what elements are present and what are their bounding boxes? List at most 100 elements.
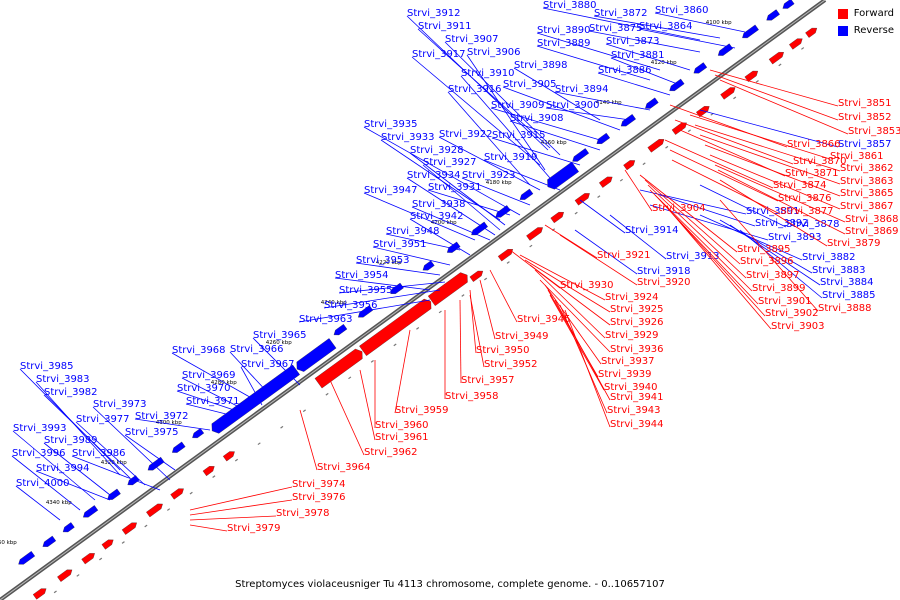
reverse-gene-label-leader <box>334 277 431 291</box>
reverse-gene-label: Strvi_3873 <box>606 36 660 47</box>
reverse-gene-label-leader <box>417 28 551 149</box>
reverse-gene-label: Strvi_3973 <box>93 399 147 410</box>
reverse-gene-label: Strvi_3900 <box>546 100 600 111</box>
forward-gene-label-leader <box>624 169 653 212</box>
forward-gene-label: Strvi_3862 <box>840 163 894 174</box>
forward-gene-label: Strvi_3870 <box>793 156 847 167</box>
reverse-gene-label: Strvi_3878 <box>786 219 840 230</box>
reverse-gene-label: Strvi_3971 <box>186 396 240 407</box>
reverse-gene-label-leader <box>43 394 131 479</box>
track-mark <box>370 359 374 363</box>
reverse-gene-label: Strvi_3892 <box>755 218 809 229</box>
forward-gene-label: Strvi_3876 <box>778 193 832 204</box>
forward-gene-label: Strvi_3943 <box>607 405 661 416</box>
track-mark <box>574 211 578 215</box>
reverse-gene-label: Strvi_3905 <box>503 79 557 90</box>
forward-gene-label: Strvi_3888 <box>818 303 872 314</box>
forward-gene-label-leader <box>549 294 605 391</box>
reverse-gene-label: Strvi_3922 <box>439 129 493 140</box>
forward-gene-label-leader <box>699 134 841 185</box>
reverse-gene-label: Strvi_3928 <box>410 145 464 156</box>
reverse-gene-label-leader <box>298 299 431 323</box>
reverse-gene-label: Strvi_3934 <box>407 170 461 181</box>
reverse-gene-label-leader <box>422 164 501 231</box>
reverse-gene-label: Strvi_3883 <box>812 265 866 276</box>
reverse-gene-arrow <box>742 24 759 39</box>
reverse-gene-label-leader <box>176 390 241 413</box>
forward-gene-label-leader <box>539 279 611 353</box>
forward-gene-arrow <box>101 539 114 550</box>
reverse-gene-label-leader <box>363 126 521 216</box>
reverse-gene-label-leader <box>11 455 81 511</box>
reverse-gene-label: Strvi_3968 <box>172 345 226 356</box>
reverse-gene-label: Strvi_3977 <box>76 414 130 425</box>
reverse-gene-label-leader <box>43 442 111 496</box>
reverse-gene-label: Strvi_3872 <box>594 8 648 19</box>
reverse-gene-label: Strvi_3965 <box>253 330 307 341</box>
reverse-gene-label: Strvi_3970 <box>177 383 231 394</box>
forward-gene-arrow <box>57 569 73 582</box>
forward-gene-label-leader <box>299 409 318 471</box>
forward-gene-arrow <box>32 588 47 600</box>
reverse-gene-label-leader <box>427 189 511 216</box>
reverse-gene-label-leader <box>597 72 671 96</box>
forward-gene-label-leader <box>639 174 738 253</box>
reverse-gene-arrow <box>782 0 795 9</box>
reverse-gene-label: Strvi_3860 <box>655 5 709 16</box>
reverse-gene-label: Strvi_3933 <box>381 132 435 143</box>
track-mark <box>234 458 239 462</box>
reverse-gene-label: Strvi_3910 <box>461 68 515 79</box>
reverse-gene-label: Strvi_3942 <box>410 211 464 222</box>
forward-gene-label-leader <box>189 524 228 532</box>
legend-forward-label: Forward <box>853 8 894 19</box>
forward-gene-label: Strvi_3962 <box>364 447 418 458</box>
reverse-gene-label: Strvi_4000 <box>16 478 70 489</box>
forward-gene-label-leader <box>559 234 638 286</box>
reverse-gene-label-leader <box>71 455 161 491</box>
reverse-gene-label-leader <box>35 381 121 476</box>
track-mark <box>642 162 646 166</box>
reverse-gene-label-leader <box>554 91 651 111</box>
reverse-gene-label: Strvi_3890 <box>537 25 591 36</box>
track-mark <box>801 47 805 50</box>
reverse-gene-arrow <box>211 364 300 434</box>
forward-gene-arrow <box>314 348 363 389</box>
forward-gene-label: Strvi_3853 <box>848 126 900 137</box>
reverse-gene-label: Strvi_3918 <box>637 266 691 277</box>
reverse-gene-label: Strvi_3864 <box>639 21 693 32</box>
reverse-gene-arrow <box>471 221 488 236</box>
reverse-gene-label: Strvi_3996 <box>12 448 66 459</box>
forward-gene-label-leader <box>709 154 841 210</box>
reverse-gene-label: Strvi_3993 <box>13 423 67 434</box>
reverse-gene-label: Strvi_3893 <box>768 232 822 243</box>
reverse-gene-arrow <box>620 114 636 127</box>
reverse-gene-label: Strvi_3891 <box>746 206 800 217</box>
reverse-gene-label-leader <box>460 75 551 179</box>
reverse-gene-label-leader <box>134 418 211 431</box>
reverse-gene-label-leader <box>444 41 561 156</box>
track-mark <box>280 425 284 429</box>
reverse-gene-label-leader <box>536 32 661 71</box>
forward-gene-label: Strvi_3949 <box>495 331 549 342</box>
forward-gene-label-leader <box>689 114 831 160</box>
legend-reverse: Reverse <box>837 25 894 36</box>
track-mark <box>665 145 669 149</box>
forward-gene-label-leader <box>459 299 462 384</box>
reverse-gene-label: Strvi_3985 <box>20 361 74 372</box>
forward-gene-label: Strvi_3944 <box>610 419 664 430</box>
forward-gene-label: Strvi_3950 <box>476 345 530 356</box>
reverse-gene-label: Strvi_3975 <box>125 427 179 438</box>
tick-label: 4180 kbp <box>486 180 512 186</box>
tick-label: 4140 kbp <box>596 100 622 106</box>
reverse-gene-label-leader <box>15 485 61 521</box>
forward-gene-label: Strvi_3851 <box>838 98 892 109</box>
reverse-gene-label-leader <box>483 159 561 191</box>
forward-gene-label-leader <box>704 144 841 197</box>
forward-gene-label: Strvi_3925 <box>610 304 664 315</box>
forward-gene-label-leader <box>669 149 779 202</box>
track-mark <box>687 129 691 133</box>
track-mark <box>166 508 171 511</box>
forward-gene-label: Strvi_3879 <box>827 238 881 249</box>
reverse-gene-label: Strvi_3963 <box>299 314 353 325</box>
reverse-gene-label-leader <box>240 366 263 406</box>
